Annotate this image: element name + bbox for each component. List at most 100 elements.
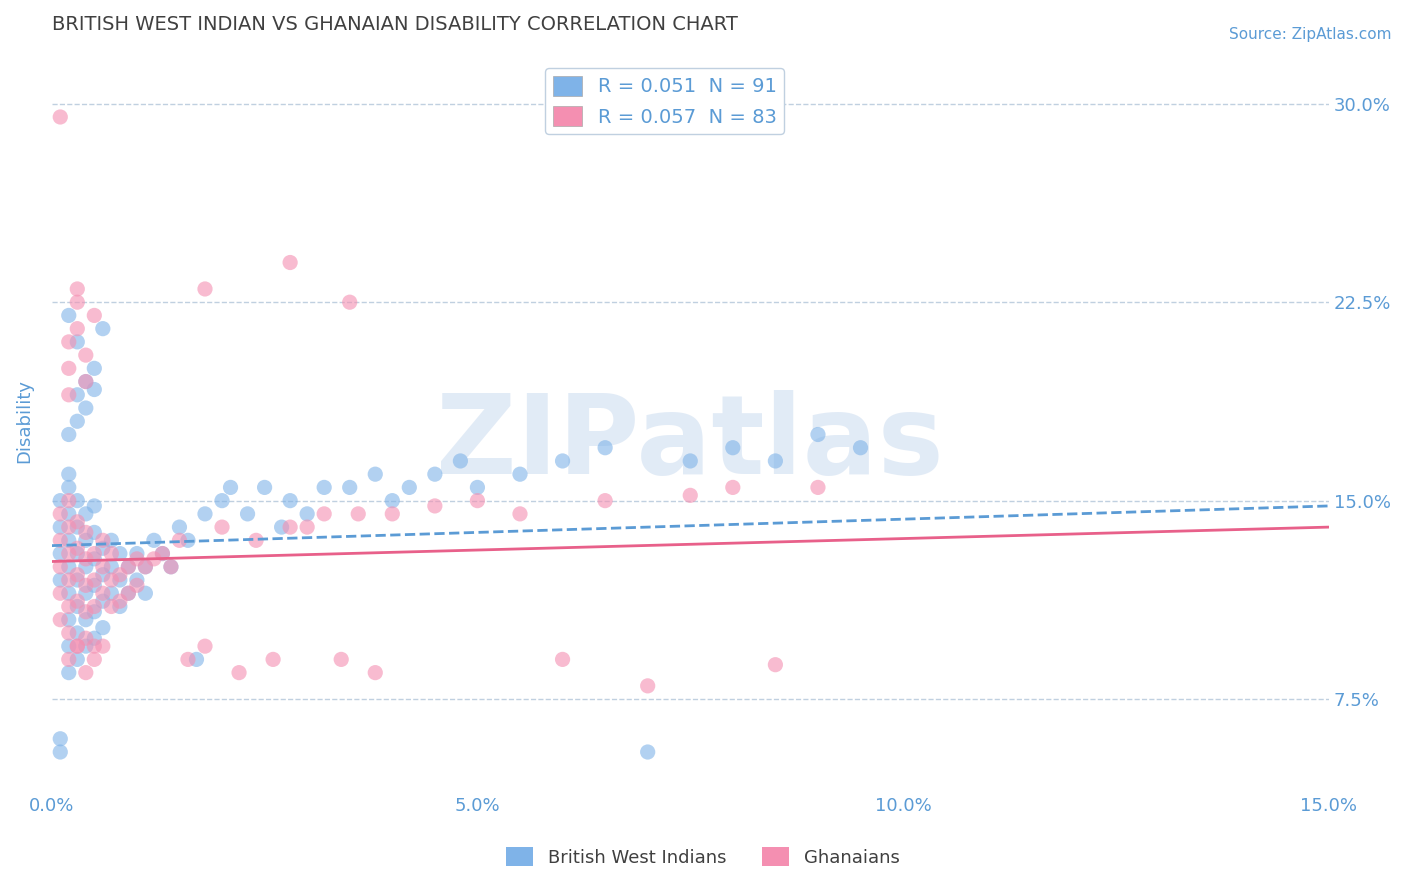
Point [219,480,242,494]
Point [83,652,105,666]
Point [381,507,404,521]
Point [125,552,148,566]
Point [49,110,72,124]
Point [66,626,89,640]
Point [108,547,131,561]
Point [58,467,80,482]
Point [339,295,361,310]
Point [253,480,276,494]
Point [75,559,97,574]
Point [66,573,89,587]
Point [339,480,361,494]
Point [75,586,97,600]
Point [108,599,131,614]
Point [66,520,89,534]
Point [100,547,122,561]
Point [66,594,89,608]
Point [83,361,105,376]
Point [160,559,183,574]
Point [295,520,318,534]
Point [58,520,80,534]
Point [160,559,183,574]
Point [66,334,89,349]
Point [245,533,267,548]
Point [721,441,744,455]
Point [100,586,122,600]
Point [58,388,80,402]
Point [58,480,80,494]
Point [49,533,72,548]
Point [398,480,420,494]
Point [58,427,80,442]
Point [75,533,97,548]
Point [83,499,105,513]
Point [75,632,97,646]
Point [152,547,174,561]
Point [117,586,139,600]
Point [551,652,574,666]
Point [551,454,574,468]
Point [108,573,131,587]
Point [467,480,489,494]
Point [91,559,114,574]
Point [91,533,114,548]
Point [142,533,165,548]
Point [423,499,446,513]
Point [91,567,114,582]
Point [83,573,105,587]
Point [262,652,284,666]
Point [763,657,786,672]
Point [125,578,148,592]
Point [125,573,148,587]
Legend: British West Indians, Ghanaians: British West Indians, Ghanaians [499,840,907,874]
Point [49,745,72,759]
Point [66,515,89,529]
Point [75,613,97,627]
Point [467,493,489,508]
Y-axis label: Disability: Disability [15,379,32,463]
Point [186,652,208,666]
Point [314,507,336,521]
Point [75,348,97,362]
Point [169,520,191,534]
Point [83,309,105,323]
Point [423,467,446,482]
Point [66,388,89,402]
Point [100,573,122,587]
Point [66,652,89,666]
Point [211,520,233,534]
Point [49,573,72,587]
Point [314,480,336,494]
Point [58,626,80,640]
Point [75,525,97,540]
Point [91,586,114,600]
Point [134,559,156,574]
Point [66,639,89,653]
Point [100,533,122,548]
Point [228,665,250,680]
Point [637,679,659,693]
Point [125,547,148,561]
Point [58,586,80,600]
Point [75,375,97,389]
Point [49,547,72,561]
Point [49,613,72,627]
Point [49,493,72,508]
Point [807,480,830,494]
Point [509,507,531,521]
Point [66,295,89,310]
Point [679,488,702,502]
Point [75,552,97,566]
Point [83,605,105,619]
Point [236,507,259,521]
Point [83,639,105,653]
Point [58,309,80,323]
Text: Source: ZipAtlas.com: Source: ZipAtlas.com [1229,27,1392,42]
Point [58,559,80,574]
Point [637,745,659,759]
Point [75,665,97,680]
Point [66,493,89,508]
Point [100,599,122,614]
Point [49,559,72,574]
Legend: R = 0.051  N = 91, R = 0.057  N = 83: R = 0.051 N = 91, R = 0.057 N = 83 [546,68,785,135]
